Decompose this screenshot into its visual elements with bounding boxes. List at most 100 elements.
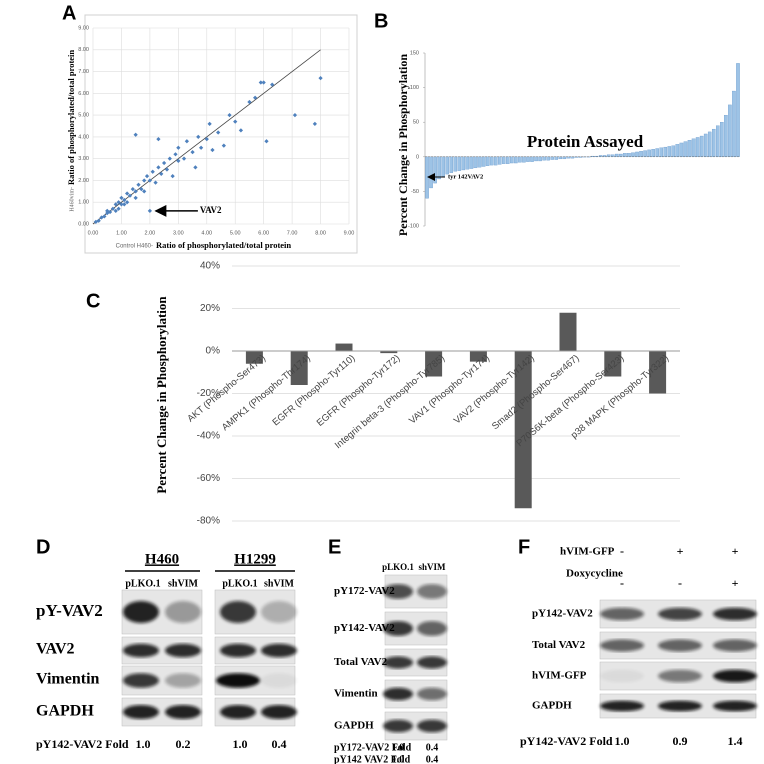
panel-letter: A (62, 2, 76, 24)
point (247, 99, 252, 105)
bar (506, 156, 510, 164)
bar (493, 156, 498, 166)
bar (518, 156, 522, 163)
bar (461, 156, 466, 171)
point (136, 182, 141, 187)
y-tick-label: 40% (200, 261, 220, 272)
row-label: GAPDH (334, 720, 374, 732)
point (170, 173, 175, 179)
condition-sign: + (732, 544, 739, 558)
y-tick-label: -40% (197, 431, 220, 442)
panel-letter: F (518, 536, 530, 558)
y-tick-label: -20% (197, 388, 220, 399)
y-tick-label: 0 (416, 154, 419, 160)
blot-band (123, 705, 159, 719)
condition-label: Doxycycline (566, 568, 623, 580)
x-tick-label: 3.00 (173, 230, 184, 236)
blot-band (417, 621, 447, 636)
blot-band (417, 584, 447, 599)
bar (465, 156, 470, 170)
bar (651, 149, 655, 157)
x-label: Ratio of phosphorylated/total protein (156, 240, 291, 250)
bar (514, 351, 532, 509)
point (139, 187, 144, 192)
bar (457, 156, 462, 171)
point (161, 160, 167, 166)
bar (554, 156, 559, 160)
point (147, 208, 153, 214)
y-tick-label: 100 (410, 85, 419, 91)
bar (469, 156, 474, 169)
condition-sign: - (678, 576, 682, 590)
bar (514, 156, 518, 164)
bar (530, 156, 534, 162)
point (167, 156, 172, 161)
point (176, 145, 181, 150)
x-label-prefix: Control H460- (116, 244, 153, 250)
bar (671, 145, 676, 157)
point (133, 189, 138, 194)
y-tick-label: 0.00 (78, 221, 89, 227)
blot-band (123, 601, 159, 623)
bar (724, 115, 728, 157)
blot-band (261, 705, 297, 719)
fold-value: 1.0 (392, 754, 405, 764)
point (147, 178, 153, 183)
blot-band (417, 687, 447, 701)
point (113, 208, 118, 214)
bar (687, 140, 692, 157)
row-label: Vimentin (36, 671, 100, 688)
x-tick-label: 5.00 (230, 230, 241, 236)
bar (562, 156, 567, 160)
lane-label: shVIM (264, 578, 295, 589)
lane-label: pLKO.1 (125, 578, 160, 589)
bar (703, 133, 708, 157)
blot-band (658, 607, 702, 621)
point (96, 218, 101, 223)
blot-band (600, 639, 644, 652)
blot-band (261, 601, 297, 623)
condition-sign: - (620, 576, 624, 590)
bar (720, 122, 724, 157)
bar (566, 156, 571, 159)
fold-value: 1.0 (233, 737, 248, 751)
y-tick-label: 3.00 (78, 156, 89, 162)
blot-band (658, 669, 702, 683)
bar (623, 153, 627, 157)
blot-band (220, 643, 256, 658)
bar (675, 144, 680, 157)
y-label-prefix: H460vim- (69, 187, 75, 212)
bar (469, 351, 487, 362)
blot-band (600, 700, 644, 712)
point (184, 139, 189, 144)
bar (679, 142, 684, 157)
bar (711, 128, 716, 157)
y-axis-title: Percent Change in Phosphorylation (154, 296, 169, 494)
bar (659, 147, 664, 157)
y-axis-title: H460vim- Ratio of phosphorylated/total pr… (66, 50, 76, 212)
blot-band (216, 673, 260, 688)
y-tick-label: 1.00 (78, 200, 89, 206)
point (181, 156, 187, 161)
bar (429, 156, 433, 189)
bar (559, 312, 577, 351)
y-tick-label: 8.00 (78, 47, 89, 53)
point (318, 75, 323, 81)
fold-label: pY142-VAV2 Fold (520, 734, 613, 748)
row-label: pY172-VAV2 (334, 585, 395, 597)
point (227, 112, 232, 118)
point (164, 167, 170, 172)
lane-label: shVIM (168, 578, 199, 589)
condition-sign: + (732, 576, 739, 590)
bar (691, 138, 696, 157)
bar (635, 151, 639, 157)
bar (663, 146, 668, 157)
bar (695, 137, 700, 157)
x-tick-label: 7.00 (287, 230, 298, 236)
bar (590, 155, 595, 157)
fold-value: 1.0 (136, 737, 151, 751)
bar (245, 351, 263, 364)
row-label: hVIM-GFP (532, 670, 587, 682)
bar (643, 150, 647, 157)
x-tick-label: 9.00 (344, 230, 355, 236)
